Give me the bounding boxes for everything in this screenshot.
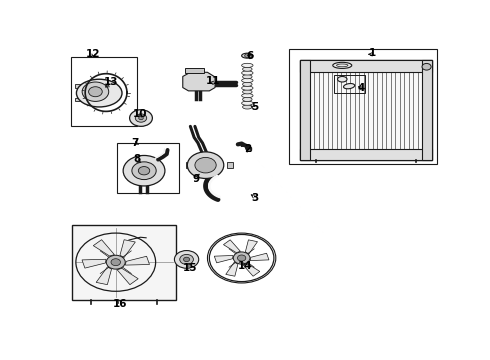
Bar [75,84,83,87]
Ellipse shape [343,84,355,89]
Circle shape [106,255,125,269]
Text: 6: 6 [247,51,254,61]
Text: 4: 4 [358,82,365,93]
Text: 3: 3 [251,193,259,203]
Polygon shape [183,72,215,91]
Bar [422,60,432,159]
Text: 14: 14 [238,261,253,271]
Text: 1: 1 [369,48,376,58]
Polygon shape [223,240,241,253]
Circle shape [195,157,216,173]
Circle shape [187,152,224,179]
Ellipse shape [242,71,253,75]
Ellipse shape [338,76,347,82]
Polygon shape [226,262,238,276]
Circle shape [89,87,102,97]
Ellipse shape [242,53,253,58]
Bar [186,162,192,168]
Circle shape [111,259,121,266]
Circle shape [132,162,156,180]
Text: 7: 7 [132,138,139,148]
Ellipse shape [333,62,352,68]
Text: 2: 2 [244,144,251,153]
Circle shape [135,114,147,122]
Circle shape [245,54,250,58]
Ellipse shape [242,101,253,105]
Circle shape [238,255,246,261]
Polygon shape [185,68,204,73]
Bar [118,143,179,193]
Polygon shape [93,240,114,256]
Text: 16: 16 [113,299,127,309]
Circle shape [138,167,150,175]
Polygon shape [243,264,260,276]
Bar [227,162,233,168]
Polygon shape [117,268,138,285]
Ellipse shape [243,82,252,86]
Circle shape [123,156,165,186]
Bar [300,60,310,159]
Text: 8: 8 [134,154,141,164]
Circle shape [129,110,152,126]
Text: 5: 5 [251,102,259,112]
Bar [71,57,137,126]
Ellipse shape [243,97,252,102]
Bar [289,49,437,164]
Circle shape [82,82,109,102]
Circle shape [174,251,199,268]
Polygon shape [125,256,149,265]
Polygon shape [214,256,233,263]
Ellipse shape [243,90,252,94]
Text: 10: 10 [133,109,147,119]
Text: 9: 9 [193,174,199,184]
Text: 11: 11 [206,76,220,86]
Circle shape [184,257,190,262]
Bar [300,60,432,159]
Bar [334,75,365,93]
Polygon shape [96,267,112,285]
Bar [72,225,176,300]
Circle shape [422,63,431,70]
Ellipse shape [243,105,252,109]
Polygon shape [245,240,257,254]
Polygon shape [250,253,269,261]
Circle shape [233,252,250,264]
Bar [75,98,83,102]
Polygon shape [82,259,106,268]
Ellipse shape [242,78,253,82]
Bar [300,60,432,72]
Text: 15: 15 [183,263,197,273]
Ellipse shape [242,86,253,90]
Text: 13: 13 [104,77,119,87]
Circle shape [139,116,143,120]
Text: 12: 12 [86,49,101,59]
Ellipse shape [243,75,252,79]
Circle shape [180,255,194,264]
Polygon shape [120,240,135,257]
Bar [300,149,432,159]
Ellipse shape [242,94,253,98]
Ellipse shape [242,63,253,67]
Ellipse shape [243,67,252,71]
Ellipse shape [76,79,122,107]
